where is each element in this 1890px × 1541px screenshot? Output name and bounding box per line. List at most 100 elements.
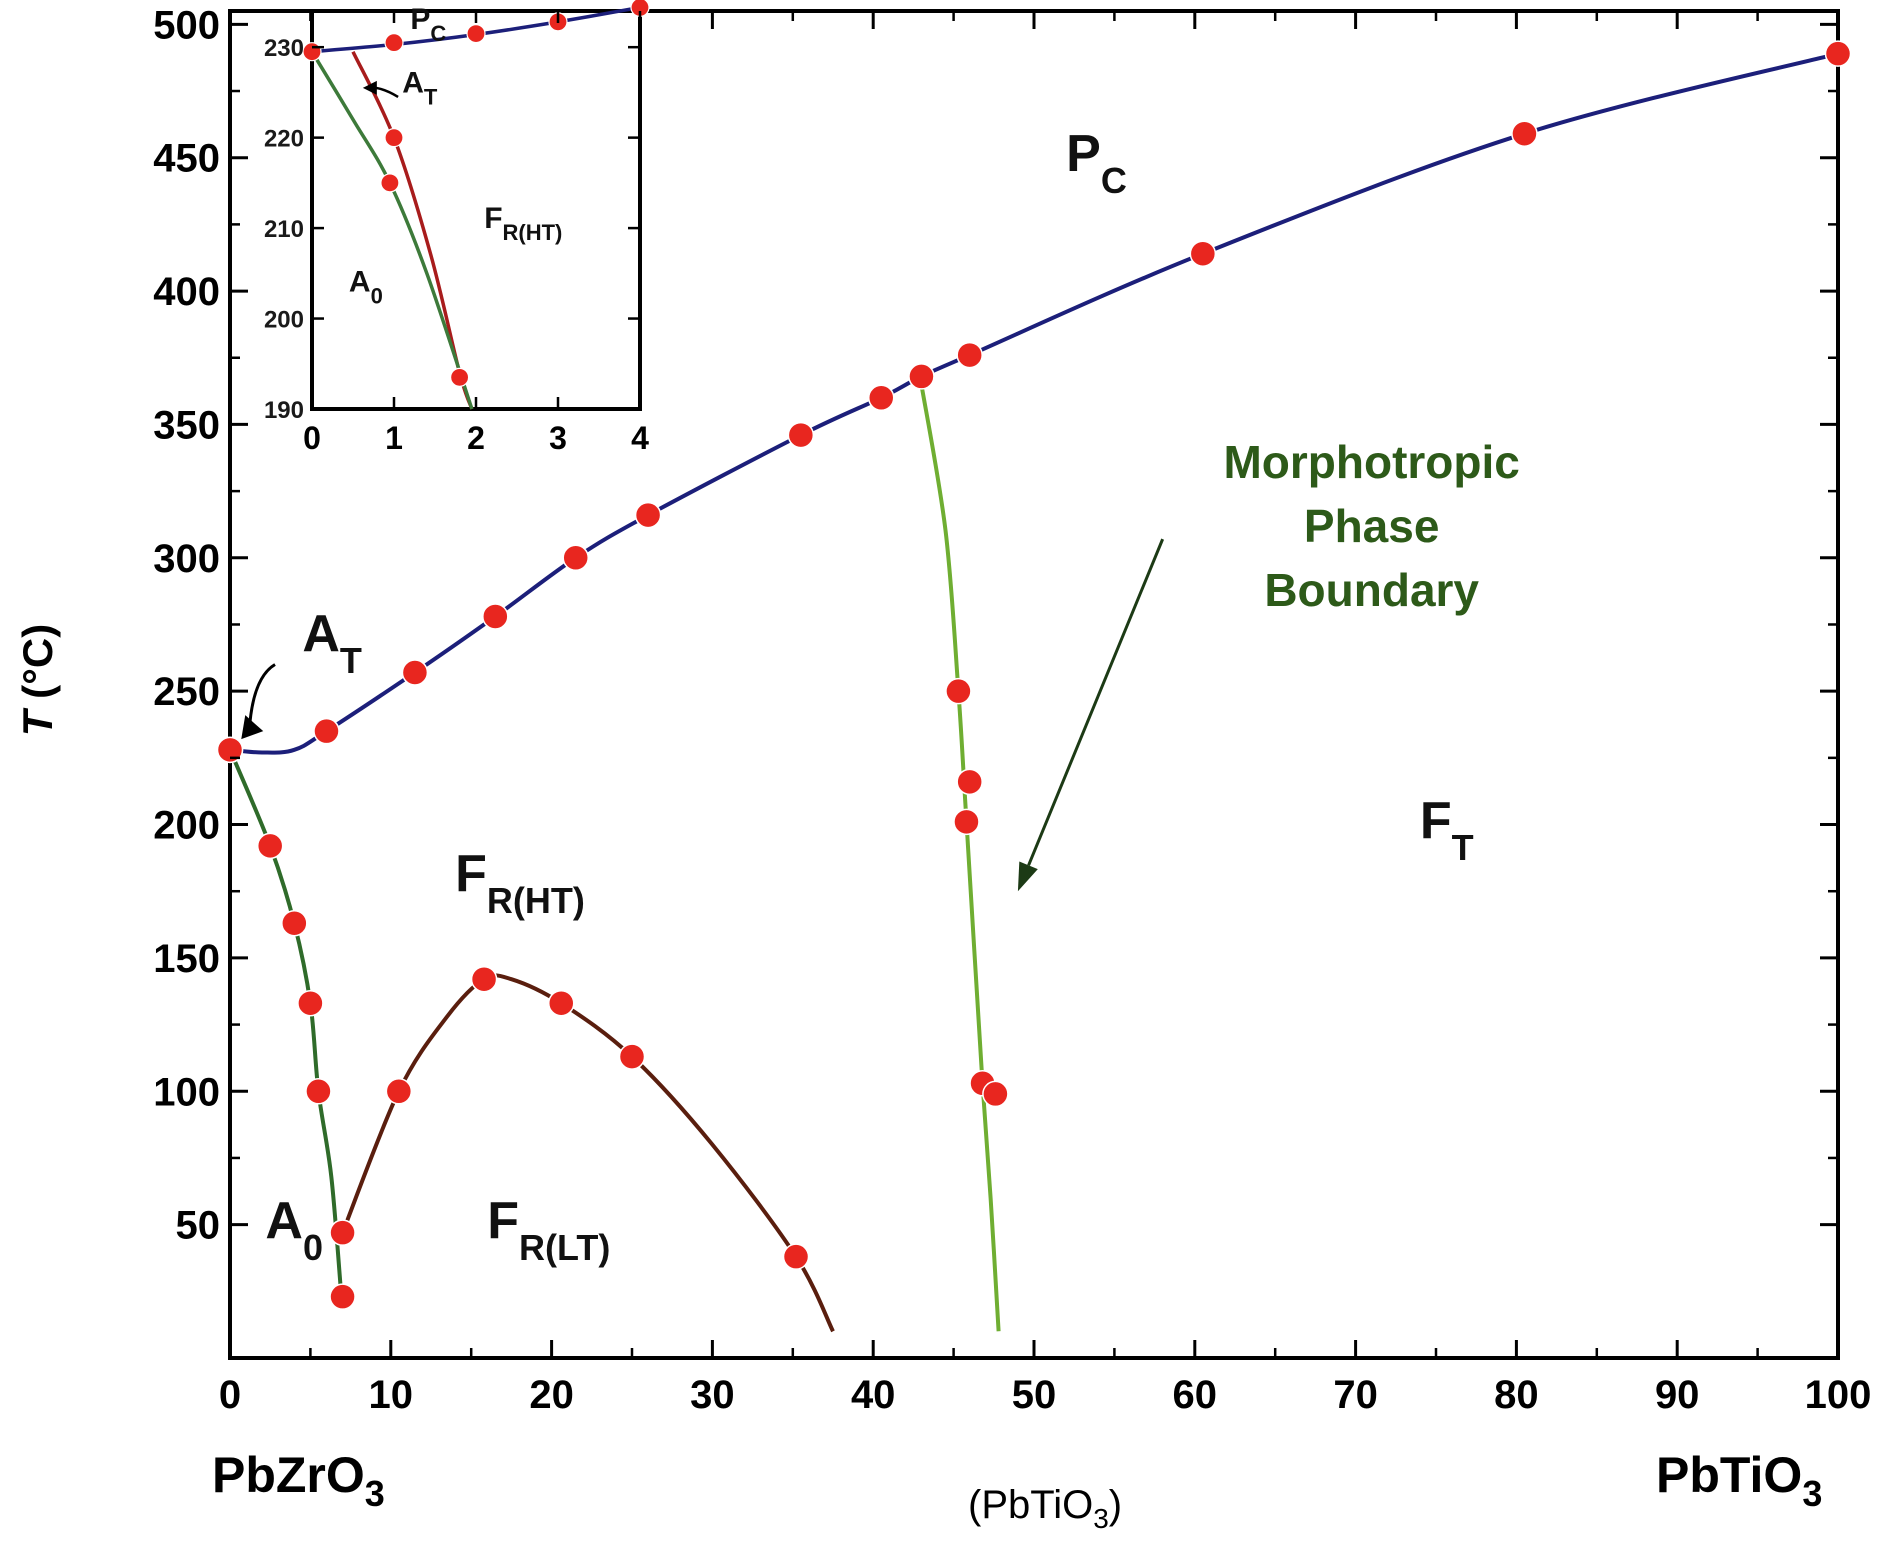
data-point-lt-3: [547, 989, 575, 1017]
region-label-p-c: PC: [1066, 125, 1127, 201]
inset-y-tick-label-220: 220: [264, 126, 304, 153]
inset-x-tick-label-0: 0: [303, 420, 321, 456]
x-end-right-text: PbTiO: [1656, 1447, 1802, 1503]
data-point-lt-1: [385, 1078, 413, 1105]
y-axis-unit: (°C): [14, 624, 61, 711]
inset-region-label-main: A: [349, 265, 371, 298]
region-label-sub: T: [1452, 827, 1474, 868]
main-plot: 0 10 20 30 40 50 60 70 80 90 100501001502002503003…: [14, 3, 1871, 1534]
x-axis-right-end-label: PbTiO3: [1656, 1447, 1822, 1514]
data-point-ao-4: [305, 1078, 332, 1105]
data-point-lt-0: [329, 1219, 356, 1246]
data-point-mpb-2: [953, 808, 980, 836]
inset-region-label-sub: 0: [371, 283, 383, 308]
x-tick-label-90: 90: [1655, 1373, 1700, 1417]
region-label-sub: T: [340, 640, 362, 681]
data-point-lt-5: [782, 1243, 810, 1270]
region-label-sub: R(LT): [519, 1227, 610, 1268]
y-tick-label-150: 150: [153, 937, 220, 981]
mpb-arrowhead: [1017, 861, 1038, 892]
inset-x-tick-label-2: 2: [467, 420, 485, 456]
data-point-pc-1: [313, 717, 340, 745]
region-label-main: A: [265, 1192, 303, 1250]
region-label-f-t: FT: [1420, 792, 1474, 868]
data-point-mpb-4: [982, 1080, 1009, 1108]
x-end-left-text: PbZrO: [212, 1447, 365, 1503]
mpb-annotation-line-3: Boundary: [1264, 564, 1479, 616]
x-end-left-subscript: 3: [365, 1473, 385, 1514]
data-point-pc-12: [1824, 40, 1852, 67]
region-label-main: F: [487, 1192, 519, 1250]
region-label-f-rlt: FR(LT): [487, 1192, 610, 1268]
inset-region-label-a-t: AT: [402, 66, 438, 109]
x-tick-label-30: 30: [690, 1373, 735, 1417]
inset-data-point-inset_ao-0: [380, 173, 400, 193]
data-point-ao-3: [297, 989, 324, 1017]
x-axis-title-close: ): [1109, 1483, 1122, 1527]
x-tick-label-70: 70: [1333, 1373, 1378, 1417]
y-tick-label-200: 200: [153, 804, 220, 848]
y-tick-label-350: 350: [153, 403, 220, 447]
curve-mpb: [919, 384, 1001, 1332]
inset-y-tick-label-230: 230: [264, 35, 304, 62]
y-tick-label-250: 250: [153, 670, 220, 714]
main-axis-ticks: 0 10 20 30 40 50 60 70 80 90 100501001502002503003…: [153, 3, 1871, 1417]
region-label-main: F: [1420, 792, 1452, 850]
inset-y-tick-label-200: 200: [264, 307, 304, 334]
data-point-pc-9: [956, 341, 983, 369]
x-tick-label-50: 50: [1012, 1373, 1057, 1417]
data-point-ao-6: [329, 1283, 356, 1310]
data-point-pc-11: [1511, 120, 1538, 147]
data-point-mpb-1: [956, 768, 983, 796]
inset-data-point-inset_at-1: [450, 367, 470, 387]
region-label-main: P: [1066, 125, 1101, 183]
y-axis-title: T (°C): [14, 624, 61, 736]
data-point-pc-7: [867, 384, 895, 412]
region-label-a-t: AT: [302, 605, 362, 681]
y-tick-label-450: 450: [153, 137, 220, 181]
data-point-pc-6: [787, 421, 815, 449]
inset-x-tick-label-1: 1: [385, 420, 403, 456]
inset-data-points: [302, 0, 650, 387]
inset-axis-ticks: 0 1 2 3 4 190 200 210 220 230: [264, 11, 649, 456]
x-tick-label-20: 20: [529, 1373, 574, 1417]
inset-region-label-main: F: [484, 202, 502, 235]
inset-x-tick-label-3: 3: [549, 420, 567, 456]
data-point-lt-2: [470, 965, 498, 993]
data-point-pc-10: [1189, 240, 1217, 267]
data-point-pc-5: [634, 501, 662, 529]
region-label-a-0: A0: [265, 1192, 323, 1268]
data-point-mpb-0: [945, 677, 972, 705]
region-label-sub: R(HT): [487, 880, 585, 921]
data-point-pc-2: [401, 659, 429, 686]
y-tick-label-500: 500: [153, 3, 220, 47]
y-tick-label-400: 400: [153, 270, 220, 314]
inset-region-label-f-rht: FR(HT): [484, 202, 562, 245]
data-point-ao-1: [256, 832, 284, 860]
inset-region-label-sub: R(HT): [503, 220, 563, 245]
x-end-right-subscript: 3: [1802, 1473, 1822, 1514]
at-arrow: [247, 663, 276, 732]
x-axis-title-subscript: 3: [1093, 1503, 1109, 1534]
x-axis-title-text: (PbTiO: [968, 1483, 1093, 1527]
x-tick-label-80: 80: [1494, 1373, 1539, 1417]
main-data-points: [216, 40, 1852, 1310]
y-tick-label-100: 100: [153, 1070, 220, 1114]
x-tick-label-0: 0: [219, 1373, 241, 1417]
inset-data-point-inset_pc-0: [302, 42, 322, 62]
y-tick-label-300: 300: [153, 537, 220, 581]
mpb-arrow: [1027, 538, 1165, 866]
inset-x-tick-label-4: 4: [631, 420, 649, 456]
mpb-annotation-line-1: Morphotropic: [1223, 436, 1519, 488]
at-arrowhead: [241, 715, 264, 740]
x-tick-label-40: 40: [851, 1373, 896, 1417]
inset-data-point-inset_at-0: [384, 128, 404, 148]
data-point-ao-2: [281, 909, 308, 937]
inset-y-tick-label-190: 190: [264, 397, 304, 424]
curve-lt: [340, 973, 835, 1333]
x-tick-label-100: 100: [1805, 1373, 1872, 1417]
data-point-pc-8: [908, 363, 935, 390]
